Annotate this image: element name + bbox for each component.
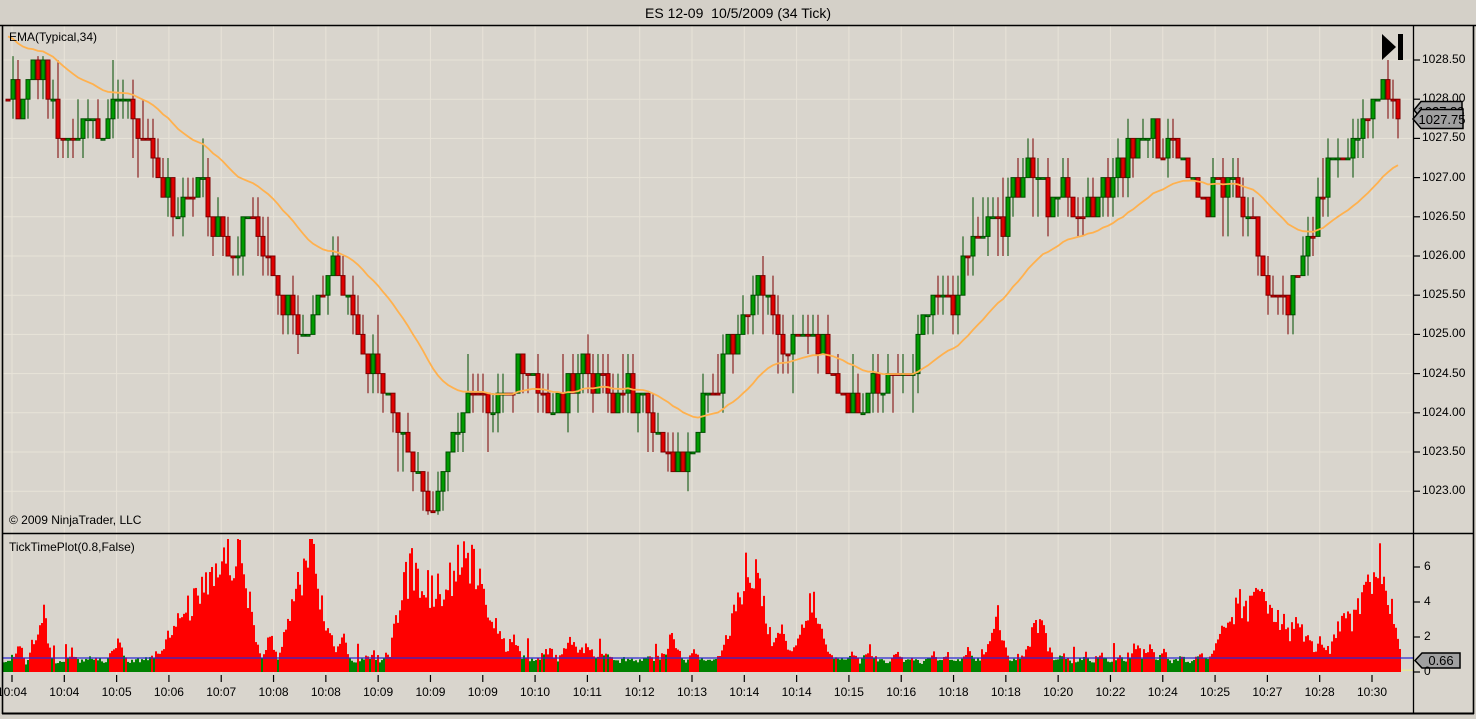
time-axis-label: 10:10 [520, 685, 551, 699]
tick-axis-label: 0 [1424, 664, 1431, 678]
grid-lines [3, 26, 1413, 674]
price-axis-label: 1026.50 [1422, 208, 1466, 223]
time-axis-label: 10:30 [1356, 685, 1388, 699]
time-axis-label: 10:25 [1200, 685, 1231, 699]
time-axis-label: 10:15 [833, 685, 864, 699]
ema-indicator-label: EMA(Typical,34) [9, 30, 98, 44]
time-axis-label: 10:18 [990, 685, 1021, 699]
ema-line [7, 35, 1399, 419]
price-axis-label: 1024.50 [1422, 365, 1466, 380]
time-axis-label: 10:27 [1252, 685, 1283, 699]
last-value-marker: 0.66 [1413, 652, 1461, 669]
time-axis-label: 10:13 [676, 685, 708, 699]
time-axis-label: 10:24 [1147, 685, 1178, 699]
last-value-marker-label: 0.66 [1428, 653, 1453, 668]
time-axis-label: 10:22 [1095, 685, 1126, 699]
price-axis-label: 1024.00 [1422, 404, 1466, 419]
time-axis-label: 10:09 [415, 685, 446, 699]
price-axis-label: 1023.00 [1422, 483, 1466, 498]
time-axis-label: 10:12 [624, 685, 655, 699]
tick-axis-label: 6 [1424, 559, 1431, 573]
time-axis-label: 10:14 [729, 685, 760, 699]
time-axis-label: 10:08 [258, 685, 289, 699]
copyright-label: © 2009 NinjaTrader, LLC [9, 513, 142, 527]
time-axis-label: 10:14 [781, 685, 812, 699]
time-axis-label: 10:04 [0, 685, 28, 699]
last-price-marker-label: 1027.75 [1419, 112, 1466, 127]
axis-tick-marks [11, 59, 1420, 682]
price-axis-label: 1028.50 [1422, 52, 1466, 66]
go-to-end-icon[interactable] [1382, 34, 1403, 60]
price-axis-label: 1026.00 [1422, 248, 1466, 262]
panel-borders [0, 24, 1476, 715]
time-axis-label: 10:07 [206, 685, 237, 699]
price-axis-label: 1025.50 [1422, 287, 1466, 302]
price-axis-label: 1027.00 [1422, 169, 1466, 184]
time-axis-label: 10:16 [886, 685, 917, 699]
ticktimeplot-indicator-label: TickTimePlot(0.8,False) [9, 540, 135, 554]
candlestick-series [5, 56, 1401, 515]
tick-axis-label: 2 [1424, 629, 1431, 643]
time-axis-label: 10:20 [1043, 685, 1074, 699]
time-axis-label: 10:04 [49, 685, 80, 699]
last-price-marker: 1027.75 [1412, 108, 1466, 130]
time-axis-label: 10:11 [572, 685, 602, 699]
chart-title: ES 12-09 10/5/2009 (34 Tick) [645, 5, 831, 21]
price-axis-label: 1023.50 [1422, 444, 1466, 458]
time-axis-label: 10:06 [153, 685, 184, 699]
price-axis-label: 1028.00 [1422, 91, 1466, 106]
price-axis-label: 1025.00 [1422, 326, 1466, 341]
time-axis-label: 10:28 [1304, 685, 1335, 699]
time-axis-label: 10:09 [363, 685, 394, 699]
time-axis-label: 10:08 [310, 685, 341, 699]
tick-axis-label: 4 [1424, 594, 1431, 608]
time-axis-label: 10:18 [938, 685, 969, 699]
time-axis-label: 10:09 [467, 685, 498, 699]
time-axis-label: 10:05 [101, 685, 132, 699]
price-axis-label: 1027.50 [1422, 130, 1466, 145]
